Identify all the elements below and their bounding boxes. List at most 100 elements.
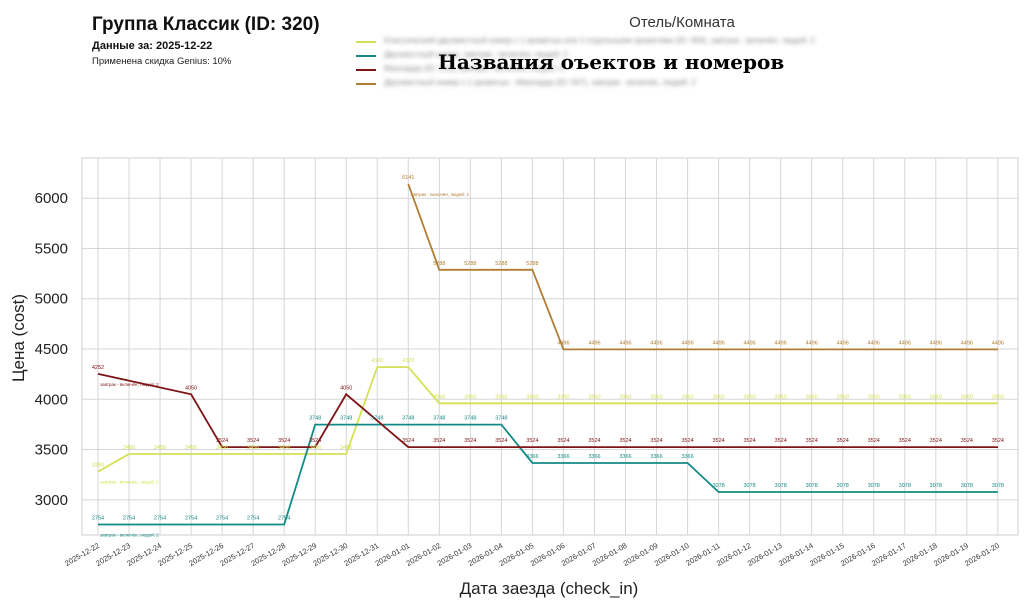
y-tick-label: 4000 [35,391,68,408]
data-label: 3078 [775,483,787,489]
data-label: 4496 [712,340,724,346]
data-label: 2754 [278,516,290,522]
legend-item: Двухместный номер, завтрак - включён, лю… [356,50,1016,62]
data-label: 3456 [309,445,321,451]
data-label: 3366 [588,454,600,460]
data-label: 3078 [992,483,1004,489]
data-label: 4320 [402,358,414,364]
data-label: 3524 [899,438,911,444]
data-label: 3366 [650,454,662,460]
data-label: 3078 [961,483,973,489]
legend-label: Классический двухместный номер с 1 крова… [384,36,815,45]
data-date: Данные за: 2025-12-22 [92,40,213,52]
data-label: 3960 [588,394,600,400]
series-annotation: завтрак - включён, людей: 2 [100,532,159,538]
data-label: 3960 [650,394,662,400]
data-label: 3960 [961,394,973,400]
data-label: 2754 [247,516,259,522]
data-label: 3524 [495,438,507,444]
data-label: 3456 [340,445,352,451]
series-line [407,183,998,351]
data-label: 3524 [309,438,321,444]
data-label: 4496 [775,340,787,346]
data-label: 4496 [681,340,693,346]
data-label: 3078 [744,483,756,489]
grid [81,157,1019,536]
legend: Отель/Комната Классический двухместный н… [352,10,1020,98]
data-label: 3524 [806,438,818,444]
x-axis-label: Дата заезда (check_in) [460,579,639,598]
legend-overlay-caption: Названия оъектов и номеров [438,50,785,74]
data-label: 3524 [930,438,942,444]
data-label: 4496 [619,340,631,346]
data-label: 3456 [278,445,290,451]
data-label: 4252 [92,365,104,371]
data-label: 3960 [681,394,693,400]
data-label: 3748 [371,416,383,422]
legend-item: Двухместный номер с 1 кроватью - Мансард… [356,78,1016,90]
data-label: 3078 [837,483,849,489]
data-label: 3078 [930,483,942,489]
data-label: 4496 [961,340,973,346]
data-label: 5288 [526,261,538,267]
legend-title: Отель/Комната [629,14,735,31]
data-label: 4496 [930,340,942,346]
legend-swatch [356,55,376,57]
data-label: 3456 [154,445,166,451]
legend-swatch [356,69,376,71]
data-label: 3960 [744,394,756,400]
data-label: 4496 [557,340,569,346]
data-label: 3748 [309,416,321,422]
plot-area [81,157,1019,536]
data-label: 3960 [775,394,787,400]
data-label: 3524 [650,438,662,444]
y-tick-label: 6000 [35,190,68,207]
legend-item: Мансарда (ID: 513), завтрак - включён, л… [356,64,1016,76]
legend-label: Двухместный номер, завтрак - включён, лю… [384,50,568,59]
data-label: 3524 [464,438,476,444]
data-label: 3366 [681,454,693,460]
data-label: 3524 [868,438,880,444]
data-label: 2754 [216,516,228,522]
data-label: 5288 [433,261,445,267]
data-label: 3524 [278,438,290,444]
data-label: 2754 [154,516,166,522]
data-label: 3960 [868,394,880,400]
series-annotation: завтрак - включён, людей: 2 [410,191,469,197]
data-label: 3366 [526,454,538,460]
data-label: 3960 [433,394,445,400]
y-tick-label: 3500 [35,442,68,459]
y-tick-label: 3000 [35,492,68,509]
data-label: 3456 [247,445,259,451]
data-label: 3524 [712,438,724,444]
data-label: 3748 [495,416,507,422]
series-layer [97,183,998,526]
data-label: 3078 [899,483,911,489]
data-label: 3524 [402,438,414,444]
legend-swatch [356,41,376,43]
data-label: 2754 [123,516,135,522]
data-label: 3524 [961,438,973,444]
series-line [97,373,998,449]
data-label: 3524 [247,438,259,444]
data-label: 5288 [495,261,507,267]
data-label: 3366 [619,454,631,460]
y-tick-label: 4500 [35,341,68,358]
data-label: 3524 [588,438,600,444]
data-label: 3960 [464,394,476,400]
data-label: 3960 [992,394,1004,400]
data-label: 3960 [930,394,942,400]
data-label: 3524 [744,438,756,444]
data-label: 4496 [992,340,1004,346]
data-label: 3524 [216,438,228,444]
data-label: 3524 [433,438,445,444]
data-label: 3456 [123,445,135,451]
data-label: 3280 [92,463,104,469]
data-label: 3524 [557,438,569,444]
x-tick-label: 2026-01-20 [963,541,1001,568]
data-label: 3456 [185,445,197,451]
data-label: 3960 [495,394,507,400]
data-label: 3748 [464,416,476,422]
legend-swatch [356,83,376,85]
